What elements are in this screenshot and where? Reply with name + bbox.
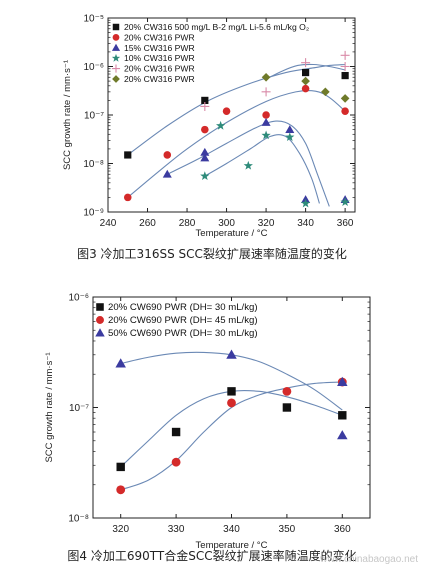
legend-label: 20% CW316 500 mg/L B-2 mg/L Li-5.6 mL/kg… <box>124 22 309 32</box>
y-tick-label: 10⁻⁷ <box>84 111 104 122</box>
data-point <box>340 62 350 71</box>
legend-label: 15% CW316 PWR <box>124 43 195 53</box>
data-point <box>261 130 271 140</box>
chart-316ss-caption: 图3 冷加工316SS SCC裂纹扩展速率随温度的变化 <box>77 246 347 261</box>
x-tick-label: 240 <box>100 218 117 229</box>
legend-label: 20% CW316 PWR <box>124 64 195 74</box>
data-point <box>216 120 226 130</box>
x-tick-label: 300 <box>218 218 235 229</box>
data-point <box>341 71 349 80</box>
data-point <box>200 101 210 111</box>
data-point <box>337 376 348 386</box>
data-point <box>227 398 236 408</box>
x-tick-label: 360 <box>334 524 351 535</box>
legend-marker <box>96 316 104 324</box>
legend-label: 20% CW316 PWR <box>124 74 195 84</box>
legend-label: 10% CW316 PWR <box>124 53 195 63</box>
data-point <box>226 349 237 359</box>
data-point <box>301 76 310 86</box>
data-point <box>282 403 292 412</box>
y-axis-label: SCC growth rate / mm·s⁻¹ <box>62 60 73 170</box>
legend-label: 20% CW690 PWR (DH= 45 mL/kg) <box>108 315 258 326</box>
legend-label: 20% CW690 PWR (DH= 30 mL/kg) <box>108 302 258 313</box>
y-tick-label: 10⁻⁷ <box>69 403 89 414</box>
data-point <box>282 386 292 396</box>
data-point <box>285 132 295 142</box>
legend-marker <box>112 75 120 83</box>
data-point <box>340 50 350 60</box>
data-point <box>300 198 311 208</box>
y-tick-label: 10⁻⁶ <box>83 62 104 73</box>
legend-marker <box>111 64 121 73</box>
data-point <box>123 193 132 202</box>
chart-316ss: 240 260 280 300 320 340 360 10⁻⁹ 10⁻⁸ 10⁻⁷ 10⁻⁶ 10⁻… <box>62 14 356 239</box>
y-tick-label: 10⁻⁸ <box>68 514 89 525</box>
y-tick-label: 10⁻⁶ <box>68 293 89 304</box>
x-tick-label: 260 <box>139 218 156 229</box>
data-point <box>115 358 126 368</box>
x-tick-label: 340 <box>297 218 314 229</box>
x-tick-label: 360 <box>337 218 354 229</box>
data-point <box>124 151 132 159</box>
data-point <box>340 94 350 103</box>
watermark: www.chinabaogao.net <box>319 554 418 565</box>
data-point <box>341 107 349 115</box>
y-axis-label: SCC growth rate / mm·s⁻¹ <box>44 352 55 462</box>
legend-label: 50% CW690 PWR (DH= 30 mL/kg) <box>108 328 258 339</box>
x-tick-label: 320 <box>112 524 129 535</box>
x-tick-label: 350 <box>279 524 296 535</box>
y-tick-label: 10⁻⁹ <box>83 208 104 219</box>
x-tick-label: 330 <box>168 524 185 535</box>
x-tick-label: 320 <box>258 218 275 229</box>
legend-marker <box>96 303 104 311</box>
x-tick-label: 280 <box>179 218 196 229</box>
chart-690tt-caption: 图4 冷加工690TT合金SCC裂纹扩展速率随温度的变化 <box>67 548 356 563</box>
data-point <box>321 87 330 97</box>
data-point <box>261 72 271 82</box>
legend-marker <box>112 33 120 41</box>
y-tick-label: 10⁻⁵ <box>83 14 104 25</box>
data-point <box>243 160 253 170</box>
data-point <box>116 462 125 472</box>
data-point <box>337 430 348 440</box>
x-axis-label: Temperature / °C <box>196 228 268 239</box>
legend-marker <box>95 328 105 337</box>
legend-marker <box>111 53 121 62</box>
data-point <box>163 151 172 159</box>
data-point <box>200 171 210 181</box>
legend-marker <box>112 23 120 31</box>
data-point <box>261 118 271 126</box>
data-point <box>261 87 271 97</box>
data-point <box>301 84 310 93</box>
data-point <box>201 96 209 105</box>
x-axis-label: Temperature / °C <box>196 540 268 551</box>
y-tick-label: 10⁻⁸ <box>83 159 104 170</box>
data-point <box>302 68 310 77</box>
data-point <box>200 153 210 162</box>
data-point <box>162 169 172 178</box>
x-tick-label: 340 <box>223 524 240 535</box>
data-point <box>285 125 295 133</box>
data-point <box>200 147 210 156</box>
data-point <box>262 111 270 119</box>
data-point <box>171 457 181 467</box>
data-point <box>301 58 311 68</box>
legend-marker <box>111 43 121 51</box>
chart-690tt: 320 330 340 350 360 10⁻⁸ 10⁻⁷ 10⁻⁶ Temperature /… <box>44 293 371 551</box>
data-point <box>201 125 209 134</box>
data-point <box>338 411 347 420</box>
data-point <box>116 485 126 495</box>
legend-label: 20% CW316 PWR <box>124 32 195 42</box>
fit-curve <box>204 134 320 204</box>
data-point <box>171 427 181 437</box>
data-point <box>227 387 236 396</box>
data-point <box>340 197 350 207</box>
data-point <box>222 107 231 115</box>
